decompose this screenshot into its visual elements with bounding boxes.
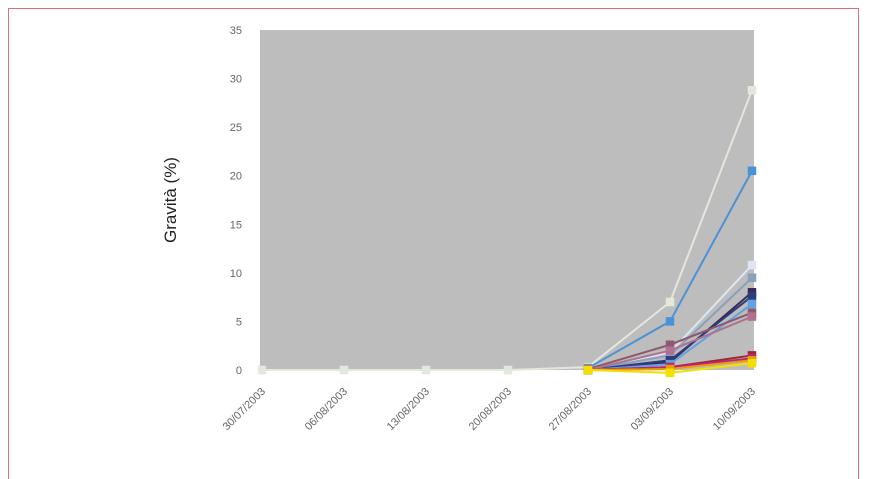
y-tick-label: 10 <box>230 268 242 280</box>
y-tick-label: 20 <box>230 171 242 183</box>
series-1 <box>257 85 757 375</box>
y-tick-label: 30 <box>230 74 242 86</box>
x-tick-label: 27/08/2003 <box>547 386 594 433</box>
x-tick-label: 10/09/2003 <box>711 386 758 433</box>
plot-area <box>260 30 754 370</box>
y-tick-label: 25 <box>230 122 242 134</box>
series-13 <box>583 358 757 378</box>
data-point <box>257 365 267 375</box>
data-point <box>503 365 513 375</box>
data-point <box>665 317 675 326</box>
data-point <box>747 312 757 321</box>
x-tick-label: 30/07/2003 <box>221 386 268 433</box>
data-point <box>665 297 675 307</box>
y-tick-label: 5 <box>236 316 242 328</box>
data-point <box>747 166 757 176</box>
y-tick-label: 35 <box>230 25 242 37</box>
data-point <box>747 299 757 309</box>
x-tick-label: 13/08/2003 <box>385 386 432 433</box>
data-point <box>747 85 757 95</box>
data-point <box>665 346 675 355</box>
data-point <box>583 365 593 375</box>
data-point <box>665 368 675 378</box>
data-point <box>747 291 757 301</box>
data-point <box>421 365 431 375</box>
x-tick-label: 20/08/2003 <box>467 386 514 433</box>
data-point <box>339 365 349 375</box>
y-tick-label: 0 <box>236 365 242 377</box>
y-tick-label: 15 <box>230 219 242 231</box>
chart-frame <box>8 8 859 479</box>
series-layer <box>257 85 757 378</box>
x-tick-label: 03/09/2003 <box>629 386 676 433</box>
y-axis-label: Gravità (%) <box>161 157 180 243</box>
x-tick-label: 06/08/2003 <box>303 386 350 433</box>
data-point <box>747 260 757 270</box>
data-point <box>747 273 757 282</box>
data-point <box>747 358 757 368</box>
